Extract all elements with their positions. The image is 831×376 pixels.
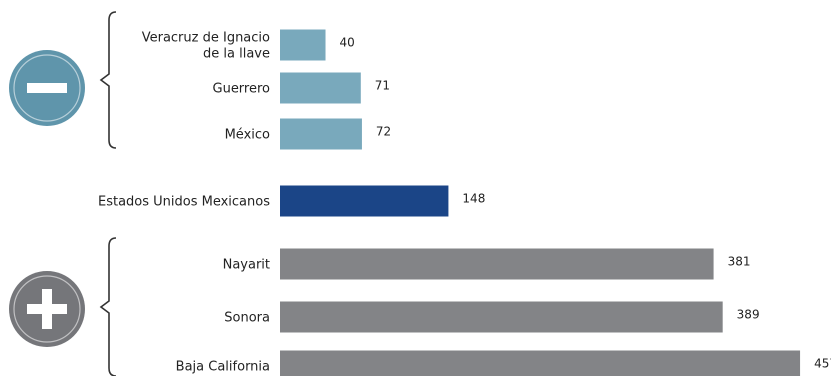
category-label-0-line-1: de la llave xyxy=(203,47,270,62)
bar-3 xyxy=(280,185,449,217)
group-brackets xyxy=(99,11,117,376)
category-label-1: Guerrero xyxy=(213,82,271,97)
value-label-2: 72 xyxy=(376,125,391,139)
minus-icon xyxy=(9,50,85,126)
minus-group-bracket xyxy=(99,11,117,149)
bar-1 xyxy=(280,72,361,104)
value-label-5: 389 xyxy=(737,308,760,322)
bar-5 xyxy=(280,301,723,333)
plus-icon xyxy=(9,271,85,347)
category-label-0-line-0: Veracruz de Ignacio xyxy=(142,31,270,46)
category-label-3: Estados Unidos Mexicanos xyxy=(98,195,270,210)
value-label-0: 40 xyxy=(340,36,355,50)
value-label-3: 148 xyxy=(462,192,485,206)
category-label-4: Nayarit xyxy=(223,258,270,273)
bar-0 xyxy=(280,29,326,61)
category-label-2: México xyxy=(225,128,270,143)
plus-group-bracket xyxy=(99,237,117,376)
group-icons xyxy=(9,50,85,347)
value-label-1: 71 xyxy=(375,79,390,93)
bar-6 xyxy=(280,350,801,376)
value-label-6: 457 xyxy=(814,357,831,371)
value-labels: 40 71 72 148 381 389 457 xyxy=(340,36,831,371)
value-label-4: 381 xyxy=(728,255,751,269)
bar-2 xyxy=(280,118,362,150)
bar-4 xyxy=(280,248,714,280)
bars xyxy=(280,29,801,376)
category-label-5: Sonora xyxy=(224,311,270,326)
category-label-6: Baja California xyxy=(176,360,270,375)
